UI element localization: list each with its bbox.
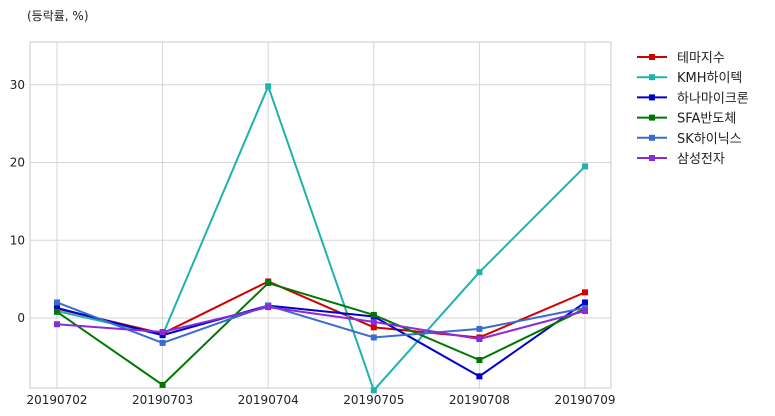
data-point-marker (582, 308, 588, 315)
data-point-marker (476, 373, 483, 380)
data-point-marker (54, 304, 60, 311)
legend-label: KMH하이텍 (677, 71, 742, 86)
series-line (56, 85, 586, 392)
legend-item: 테마지수 (637, 51, 725, 66)
series-하나마이크론 (54, 299, 588, 380)
x-tick-label: 20190704 (238, 393, 299, 407)
series-line (56, 282, 586, 386)
legend-label: SFA반도체 (677, 112, 736, 127)
legend-item: SFA반도체 (637, 112, 736, 127)
data-point-marker (159, 332, 166, 339)
x-tick-label: 20190703 (132, 393, 193, 407)
legend-marker (649, 155, 655, 161)
data-point-marker (159, 381, 166, 388)
data-point-marker (265, 83, 272, 90)
legend-marker (649, 94, 655, 101)
data-point-marker (370, 318, 377, 325)
legend-marker (649, 74, 655, 81)
series-line (56, 280, 586, 339)
series-lines (54, 83, 588, 394)
data-point-marker (582, 163, 588, 170)
series-line (56, 301, 586, 344)
series-line (56, 306, 586, 341)
series-SK하이닉스 (54, 299, 588, 346)
legend-label: 테마지수 (677, 51, 725, 66)
data-point-marker (476, 325, 483, 332)
data-point-marker (54, 321, 60, 328)
data-point-marker (582, 299, 588, 306)
legend-marker (649, 134, 655, 141)
plot-frame (29, 41, 612, 389)
x-tick-label: 20190709 (554, 393, 615, 407)
legend-marker (649, 114, 655, 121)
legend-label: 하나마이크론 (677, 91, 749, 106)
legend-label: 삼성전자 (677, 152, 725, 167)
series-SFA반도체 (54, 280, 588, 388)
series-삼성전자 (54, 304, 588, 343)
data-point-marker (370, 387, 377, 394)
data-point-marker (370, 324, 377, 331)
x-tick-label: 20190705 (343, 393, 404, 407)
x-tick-label: 20190708 (449, 393, 510, 407)
legend-item: 하나마이크론 (637, 91, 749, 106)
y-tick-label: 0 (17, 311, 25, 325)
x-axis: 20190702 20190703 20190704 20190705 20190708… (26, 393, 615, 407)
legend-item: SK하이닉스 (637, 132, 742, 147)
y-tick-label: 30 (10, 78, 25, 92)
legend-item: 삼성전자 (637, 152, 725, 167)
legend-label: SK하이닉스 (677, 132, 742, 147)
data-point-marker (265, 280, 272, 287)
legend-marker (649, 54, 655, 60)
y-tick-label: 20 (10, 156, 25, 170)
legend-item: KMH하이텍 (637, 71, 742, 86)
data-point-marker (370, 334, 377, 341)
data-point-marker (265, 304, 272, 311)
x-tick-label: 20190702 (26, 393, 87, 407)
y-axis: 0 10 20 30 (10, 78, 25, 325)
data-point-marker (476, 336, 483, 343)
data-point-marker (159, 329, 166, 336)
data-point-marker (54, 299, 60, 306)
data-point-marker (159, 339, 166, 346)
data-point-marker (370, 311, 377, 318)
data-point-marker (54, 308, 60, 315)
y-unit-label: (등락률, %) (27, 9, 89, 23)
data-point-marker (476, 357, 483, 364)
data-point-marker (476, 269, 483, 276)
y-tick-label: 10 (10, 233, 25, 247)
data-point-marker (582, 289, 588, 296)
data-point-marker (582, 304, 588, 311)
grid (30, 42, 611, 388)
